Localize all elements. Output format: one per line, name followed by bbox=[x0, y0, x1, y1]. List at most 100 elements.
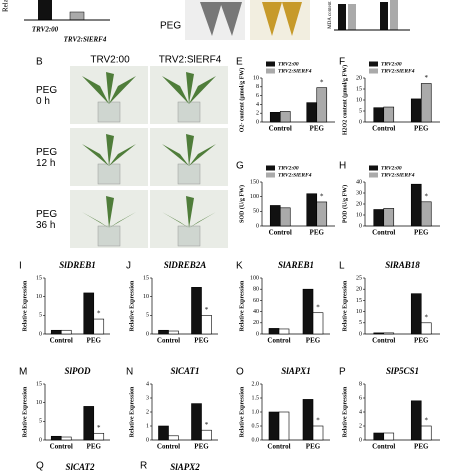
y-tick-label: 20 bbox=[356, 75, 362, 81]
bar bbox=[316, 201, 328, 227]
legend-label: TRV2:00 bbox=[381, 165, 402, 171]
col-label: TRV2:SlERF4 bbox=[159, 55, 222, 66]
bar bbox=[306, 193, 318, 227]
y-tick-label: 6 bbox=[256, 93, 259, 99]
row-label-line: 0 h bbox=[36, 96, 50, 107]
y-tick-label: 10 bbox=[356, 212, 362, 218]
bar bbox=[201, 315, 212, 335]
x-tick-label: Control bbox=[372, 443, 395, 451]
y-tick-label: 0 bbox=[359, 331, 362, 337]
panel-letter: B bbox=[36, 57, 43, 68]
panel-letter: R bbox=[140, 461, 147, 472]
y-axis-label: Relative Expression bbox=[239, 386, 245, 437]
pot bbox=[177, 163, 201, 185]
y-tick-label: 0 bbox=[256, 223, 259, 229]
y-axis-label: Relative Expression bbox=[22, 386, 28, 437]
panel-title: SlAREB1 bbox=[278, 260, 314, 270]
panel-title: SlDREB2A bbox=[164, 260, 207, 270]
y-tick-label: 15 bbox=[36, 381, 42, 387]
bar bbox=[373, 432, 385, 441]
x-tick-label: PEG bbox=[194, 443, 209, 451]
top-bar bbox=[380, 2, 388, 30]
y-tick-label: 8 bbox=[256, 84, 259, 90]
y-tick-label: 6 bbox=[359, 395, 362, 401]
y-tick-label: 30 bbox=[356, 190, 362, 196]
row-label: PEG 0 h bbox=[36, 85, 57, 107]
bar bbox=[410, 293, 422, 335]
significance: * bbox=[316, 303, 320, 311]
x-tick-label: Control bbox=[267, 337, 290, 345]
y-tick-label: 5 bbox=[39, 419, 42, 425]
y-axis-label: Relative Expression bbox=[22, 280, 28, 331]
significance: * bbox=[425, 74, 429, 82]
significance: * bbox=[205, 421, 209, 429]
y-tick-label: 100 bbox=[250, 275, 259, 281]
x-tick-label: PEG bbox=[414, 125, 429, 133]
panel-letter: J bbox=[126, 261, 131, 272]
panel-title: SlAPX2 bbox=[170, 462, 200, 472]
bar bbox=[373, 332, 385, 335]
bar bbox=[83, 292, 95, 335]
x-tick-label: Control bbox=[372, 229, 395, 237]
panel-title: SlDREB1 bbox=[59, 260, 96, 270]
legend-label: TRV2:00 bbox=[278, 165, 299, 171]
x-tick-label: PEG bbox=[87, 337, 102, 345]
bar bbox=[93, 318, 105, 335]
bar bbox=[410, 98, 422, 123]
top-cat: TRV2:SlERF4 bbox=[64, 36, 107, 44]
bar bbox=[373, 209, 385, 227]
x-tick-label: PEG bbox=[306, 337, 321, 345]
leaf bbox=[262, 2, 302, 36]
bar bbox=[83, 406, 95, 441]
panel-title: SlCAT2 bbox=[65, 462, 95, 472]
legend-label: TRV2:00 bbox=[278, 61, 299, 67]
bar bbox=[383, 432, 395, 441]
panel-letter: H bbox=[339, 161, 346, 172]
y-tick-label: 15 bbox=[36, 275, 42, 281]
bar bbox=[168, 435, 179, 441]
bar bbox=[420, 201, 432, 227]
row-label-line: PEG bbox=[36, 147, 57, 158]
x-tick-label: PEG bbox=[87, 443, 102, 451]
legend-swatch bbox=[369, 61, 378, 67]
x-tick-label: Control bbox=[157, 443, 180, 451]
panel-letter: N bbox=[126, 367, 133, 378]
x-tick-label: Control bbox=[372, 125, 395, 133]
x-tick-label: PEG bbox=[310, 229, 325, 237]
top-cat: TRV2:00 bbox=[32, 26, 59, 34]
y-tick-label: 0 bbox=[359, 119, 362, 125]
top-bar bbox=[348, 4, 356, 30]
y-tick-label: 4 bbox=[359, 409, 362, 415]
bar bbox=[269, 205, 281, 227]
bar bbox=[268, 328, 280, 335]
bar bbox=[302, 288, 314, 335]
panel-title: SlAPX1 bbox=[281, 366, 311, 376]
x-tick-label: Control bbox=[157, 337, 180, 345]
pot bbox=[97, 101, 121, 123]
y-tick-label: 0 bbox=[39, 331, 42, 337]
y-axis-label: Relative Expression bbox=[342, 386, 348, 437]
y-axis-label: Relative Expression bbox=[129, 386, 135, 437]
y-tick-label: 0 bbox=[256, 119, 259, 125]
y-tick-label: 20 bbox=[253, 320, 259, 326]
bar bbox=[60, 329, 72, 335]
significance: * bbox=[97, 310, 101, 318]
y-tick-label: 15 bbox=[143, 275, 149, 281]
y-tick-label: 10 bbox=[143, 294, 149, 300]
x-tick-label: Control bbox=[269, 125, 292, 133]
x-tick-label: PEG bbox=[310, 125, 325, 133]
x-tick-label: Control bbox=[50, 443, 73, 451]
y-tick-label: 0 bbox=[146, 331, 149, 337]
col-label: TRV2:00 bbox=[90, 55, 130, 66]
plant bbox=[82, 72, 136, 104]
top-bar bbox=[338, 4, 346, 30]
bar bbox=[158, 425, 169, 441]
panel-letter: E bbox=[236, 57, 243, 68]
y-tick-label: 1.0 bbox=[252, 409, 260, 415]
bar bbox=[312, 425, 324, 441]
y-tick-label: 5 bbox=[39, 313, 42, 319]
legend-label: TRV2:00 bbox=[381, 61, 402, 67]
y-tick-label: 0 bbox=[146, 437, 149, 443]
panel-title: SlCAT1 bbox=[170, 366, 199, 376]
